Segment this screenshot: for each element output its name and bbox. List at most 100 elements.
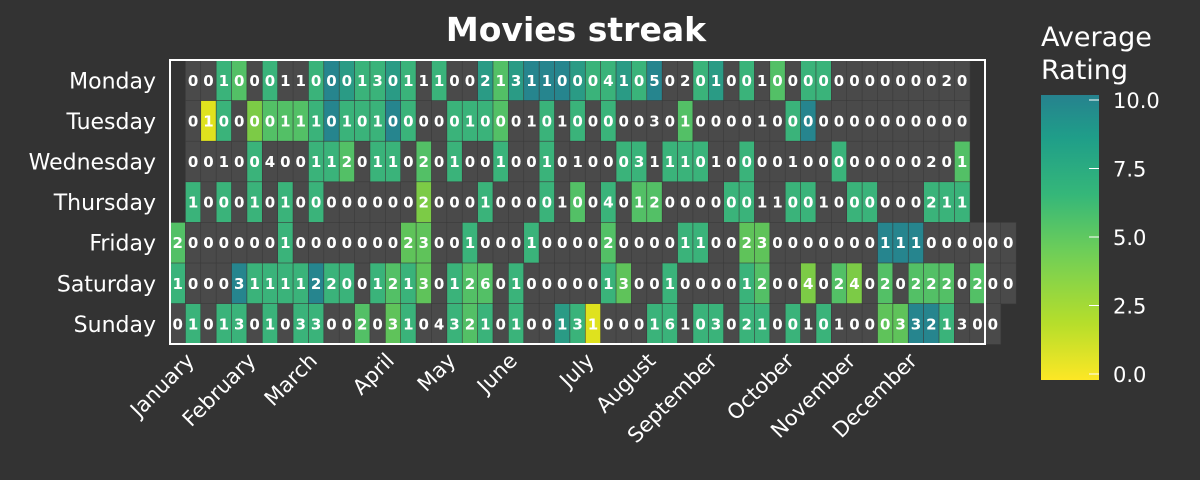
- cell-count-label: 0: [572, 234, 582, 252]
- cell-count-label: 3: [388, 315, 398, 333]
- cell-count-label: 0: [372, 194, 382, 212]
- cell-count-label: 1: [419, 72, 429, 90]
- cell-count-label: 1: [665, 275, 675, 293]
- cell-count-label: 0: [542, 194, 552, 212]
- cell-count-label: 0: [342, 275, 352, 293]
- cell-count-label: 2: [326, 275, 336, 293]
- day-label-wednesday: Wednesday: [29, 151, 156, 176]
- cell-count-label: 0: [603, 153, 613, 171]
- cell-count-label: 0: [695, 275, 705, 293]
- cell-count-label: 0: [403, 194, 413, 212]
- cell-count-label: 1: [618, 72, 628, 90]
- cell-count-label: 0: [865, 194, 875, 212]
- cell-count-label: 0: [495, 194, 505, 212]
- cell-count-label: 0: [388, 194, 398, 212]
- cell-count-label: 0: [434, 112, 444, 130]
- cell-count-label: 1: [403, 275, 413, 293]
- cell-count-label: 0: [911, 72, 921, 90]
- cell-count-label: 3: [372, 72, 382, 90]
- cell-count-label: 1: [219, 153, 229, 171]
- cell-count-label: 0: [726, 153, 736, 171]
- cell-count-label: 0: [649, 275, 659, 293]
- month-label-march: March: [260, 349, 322, 411]
- cell-count-label: 3: [234, 275, 244, 293]
- cell-count-label: 1: [265, 275, 275, 293]
- cell-count-label: 0: [849, 72, 859, 90]
- cell-count-label: 0: [865, 315, 875, 333]
- cell-count-label: 1: [542, 153, 552, 171]
- cell-count-label: 0: [588, 112, 598, 130]
- cell-count-label: 0: [634, 112, 644, 130]
- cell-count-label: 0: [557, 275, 567, 293]
- cell-count-label: 0: [711, 112, 721, 130]
- cell-count-label: 0: [572, 194, 582, 212]
- cell-count-label: 1: [280, 112, 290, 130]
- cell-count-label: 0: [542, 275, 552, 293]
- cell-count-label: 0: [449, 234, 459, 252]
- cell-count-label: 0: [742, 194, 752, 212]
- cell-count-label: 0: [880, 194, 890, 212]
- cell-count-label: 1: [588, 315, 598, 333]
- cell-count-label: 0: [618, 234, 628, 252]
- cell-count-label: 0: [803, 72, 813, 90]
- cell-count-label: 1: [711, 153, 721, 171]
- cell-count-label: 1: [465, 234, 475, 252]
- cell-count-label: 0: [342, 72, 352, 90]
- cell-count-label: 0: [726, 194, 736, 212]
- cell-count-label: 6: [665, 315, 675, 333]
- cell-count-label: 0: [726, 315, 736, 333]
- cell-count-label: 0: [911, 153, 921, 171]
- cell-count-label: 0: [988, 275, 998, 293]
- cell-count-label: 0: [941, 112, 951, 130]
- cell-count-label: 0: [403, 112, 413, 130]
- cell-count-label: 0: [511, 194, 521, 212]
- cell-count-label: 6: [480, 275, 490, 293]
- cell-count-label: 1: [680, 315, 690, 333]
- cell-count-label: 2: [742, 315, 752, 333]
- cell-count-label: 0: [372, 315, 382, 333]
- cell-count-label: 0: [803, 234, 813, 252]
- cell-count-label: 0: [849, 315, 859, 333]
- cell-count-label: 0: [895, 112, 905, 130]
- cell-count-label: 1: [711, 72, 721, 90]
- cell-count-label: 3: [419, 234, 429, 252]
- cell-count-label: 0: [588, 72, 598, 90]
- cell-count-label: 0: [572, 275, 582, 293]
- cell-count-label: 0: [880, 315, 890, 333]
- cell-count-label: 1: [342, 112, 352, 130]
- cell-count-label: 1: [388, 153, 398, 171]
- cell-count-label: 0: [818, 153, 828, 171]
- cell-count-label: 0: [957, 234, 967, 252]
- cell-count-label: 0: [880, 72, 890, 90]
- cell-count-label: 0: [926, 72, 936, 90]
- cell-count-label: 0: [818, 112, 828, 130]
- cell-count-label: 1: [495, 72, 505, 90]
- cell-count-label: 1: [296, 275, 306, 293]
- cell-count-label: 4: [434, 315, 444, 333]
- cell-count-label: 0: [695, 112, 705, 130]
- cell-count-label: 0: [403, 153, 413, 171]
- cell-count-label: 0: [911, 194, 921, 212]
- cell-count-label: 0: [357, 275, 367, 293]
- cell-count-label: 2: [419, 153, 429, 171]
- cell-count-label: 0: [588, 234, 598, 252]
- cell-count-label: 1: [280, 194, 290, 212]
- cell-count-label: 0: [326, 112, 336, 130]
- cell-count-label: 0: [742, 72, 752, 90]
- cell-count-label: 0: [988, 234, 998, 252]
- cell-count-label: 0: [249, 153, 259, 171]
- cell-count-label: 0: [680, 275, 690, 293]
- cell-count-label: 1: [188, 315, 198, 333]
- cell-count-label: 1: [480, 315, 490, 333]
- cell-count-label: 1: [249, 275, 259, 293]
- cell-count-label: 1: [603, 275, 613, 293]
- cell-count-label: 1: [511, 275, 521, 293]
- cell-count-label: 0: [434, 275, 444, 293]
- cell-count-label: 0: [695, 315, 705, 333]
- day-label-monday: Monday: [69, 69, 156, 94]
- cell-count-label: 0: [634, 275, 644, 293]
- cell-count-label: 1: [742, 275, 752, 293]
